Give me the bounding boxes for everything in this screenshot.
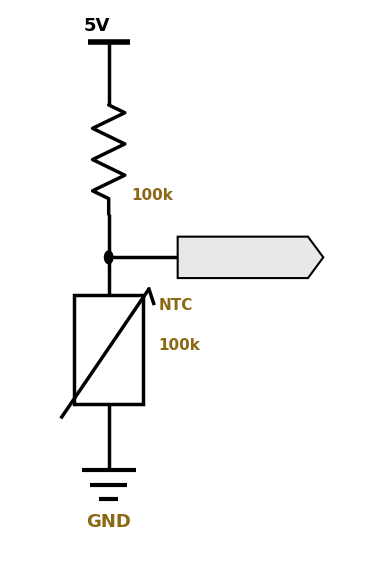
Text: 5V: 5V (84, 17, 110, 35)
Bar (74, 295, 143, 404)
Text: Vm Base: Vm Base (210, 249, 291, 266)
Polygon shape (178, 236, 323, 278)
Text: 100k: 100k (132, 188, 174, 203)
Circle shape (105, 251, 113, 264)
Text: 100k: 100k (159, 338, 200, 353)
Text: GND: GND (86, 513, 131, 531)
Text: NTC: NTC (159, 298, 193, 313)
